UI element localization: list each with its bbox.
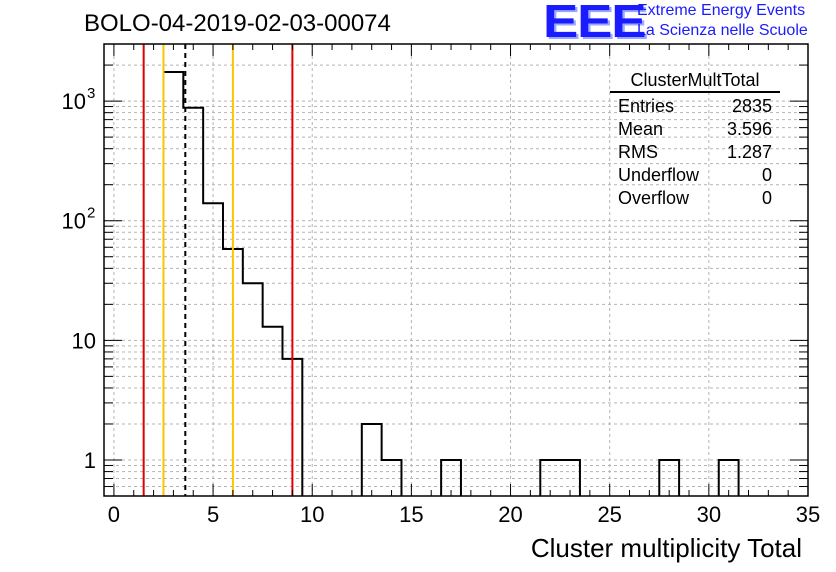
stats-row-entries: Entries 2835: [610, 95, 780, 118]
stats-box-title: ClusterMultTotal: [610, 70, 780, 93]
stats-label: Underflow: [618, 165, 700, 185]
y-tick-label: 10: [62, 89, 86, 114]
stats-label: Entries: [618, 96, 675, 116]
logo-line-1: Extreme Energy Events: [637, 2, 806, 19]
stats-row-overflow: Overflow 0: [610, 187, 780, 210]
reference-lines: [142, 44, 294, 496]
x-tick-label: 15: [399, 502, 423, 527]
stats-value: 0: [761, 165, 772, 185]
logo-line-2: La Scienza nelle Scuole: [637, 22, 808, 39]
x-tick-label: 35: [796, 502, 820, 527]
stats-row-underflow: Underflow 0: [610, 164, 780, 187]
x-axis-label: Cluster multiplicity Total: [530, 533, 802, 563]
x-tick-label: 30: [697, 502, 721, 527]
stats-value: 0: [761, 188, 772, 208]
y-tick-label: 10: [72, 328, 96, 353]
stats-label: Overflow: [618, 188, 690, 208]
stats-label: Mean: [618, 119, 664, 139]
eee-logo-mark: EEE: [543, 0, 647, 47]
stats-box: ClusterMultTotal Entries 2835 Mean 3.596…: [610, 70, 780, 210]
x-axis: 0 5 10 15 20 25 30 35: [108, 44, 820, 527]
stats-row-mean: Mean 3.596: [610, 118, 780, 141]
chart-title: BOLO-04-2019-02-03-00074: [84, 10, 391, 37]
stats-value: 3.596: [726, 119, 772, 139]
stats-label: RMS: [618, 142, 658, 162]
x-tick-label: 0: [108, 502, 120, 527]
x-tick-label: 20: [498, 502, 522, 527]
y-tick-label: 10: [62, 209, 86, 234]
stats-row-rms: RMS 1.287: [610, 141, 780, 164]
plot-area: [104, 44, 808, 496]
y-tick-exponent: 3: [87, 85, 95, 102]
x-tick-label: 25: [597, 502, 621, 527]
plot-frame: [103, 43, 809, 497]
y-tick-label: 1: [84, 448, 96, 473]
x-tick-label: 10: [300, 502, 324, 527]
y-tick-exponent: 2: [87, 205, 95, 222]
x-tick-label: 5: [207, 502, 219, 527]
stats-value: 1.287: [726, 142, 772, 162]
stats-value: 2835: [731, 96, 772, 116]
